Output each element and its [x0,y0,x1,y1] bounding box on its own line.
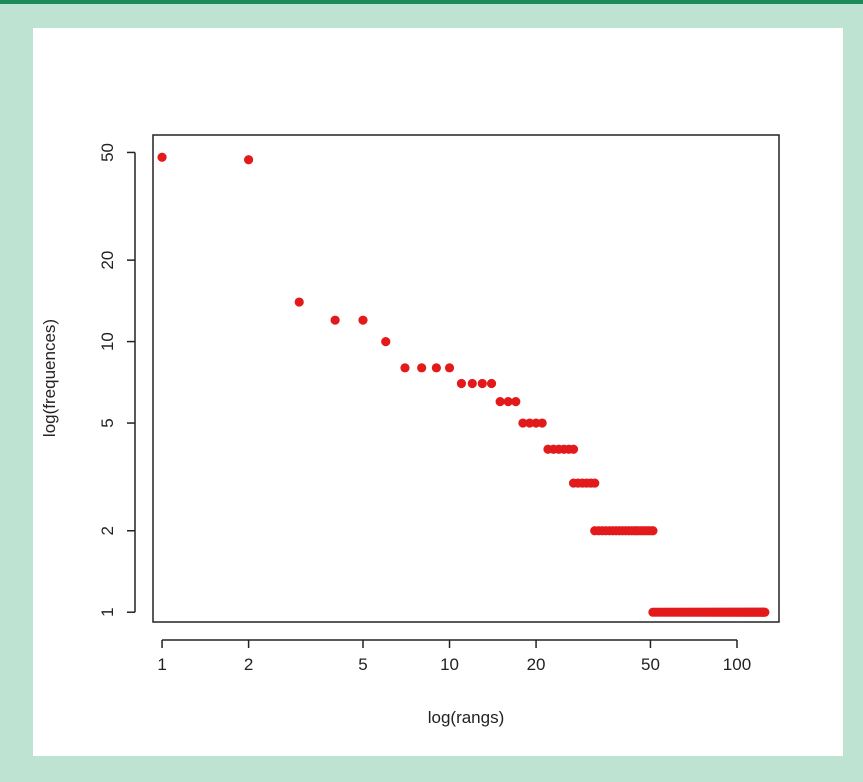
data-point [417,363,427,373]
x-axis: 1 2 5 10 20 50 100 [157,639,751,674]
data-point [400,363,410,373]
data-point [456,378,467,389]
data-points [157,152,770,617]
chart-panel: 1 2 5 10 20 50 100 1 2 5 10 20 50 log(rangs) log(fr… [33,28,843,756]
data-point [495,397,505,407]
data-point [590,478,600,488]
data-point [294,297,304,307]
data-point [243,155,254,165]
y-tick-label: 10 [98,332,117,351]
x-tick-label: 100 [723,655,751,674]
y-tick-label: 5 [98,418,117,427]
x-tick-label: 1 [157,655,166,674]
y-axis-title: log(frequences) [40,319,59,437]
y-tick-label: 20 [98,251,117,270]
y-axis: 1 2 5 10 20 50 [98,143,136,617]
plot-frame [152,134,780,623]
x-tick-label: 50 [641,655,660,674]
data-point [525,418,535,428]
data-point [486,378,497,389]
data-point [330,315,340,325]
data-point [467,378,477,389]
y-tick-label: 50 [98,143,117,162]
top-accent-bar [0,0,863,4]
data-point [503,397,513,407]
data-point [157,152,167,162]
y-tick-label: 1 [98,607,117,616]
data-point [518,418,528,428]
x-tick-label: 20 [527,655,546,674]
data-point [358,315,368,325]
data-point [511,397,521,407]
y-tick-label: 2 [98,526,117,535]
data-point [648,526,658,536]
data-point [444,363,455,373]
x-tick-label: 2 [244,655,253,674]
data-point [568,444,579,454]
x-axis-title: log(rangs) [428,708,505,727]
data-point [477,378,487,389]
x-tick-label: 10 [440,655,459,674]
scatter-chart: 1 2 5 10 20 50 100 1 2 5 10 20 50 log(rangs) log(fr… [40,134,780,727]
data-point [537,418,547,428]
data-point [760,607,770,617]
x-tick-label: 5 [358,655,367,674]
data-point [381,336,391,347]
data-point [431,363,441,373]
